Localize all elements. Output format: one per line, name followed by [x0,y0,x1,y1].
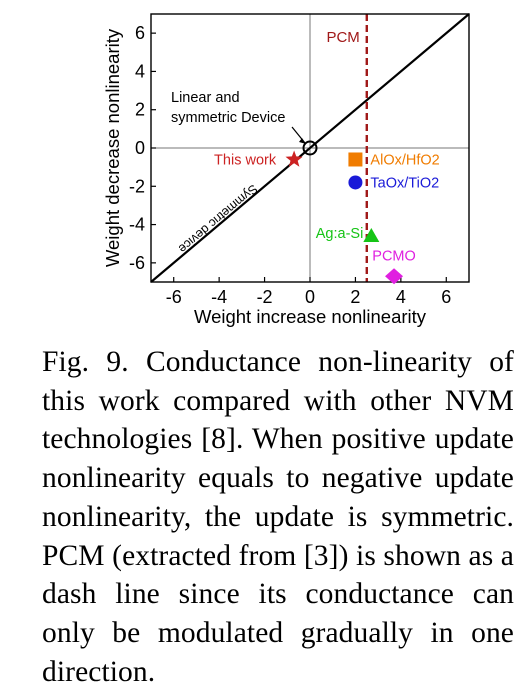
x-axis-label: Weight increase nonlinearity [194,306,427,327]
origin-label-line1: Linear and [171,90,240,106]
symmetric-line [150,13,470,283]
symmetric-device-label: Symmetric device [176,182,260,256]
point-taox-tio2-label: TaOx/TiO2 [370,175,439,191]
y-tick-label: 2 [135,100,145,120]
x-tick-label: -6 [166,287,182,307]
y-axis-label: Weight decrease nonlinearity [102,28,123,267]
y-tick-label: -4 [129,215,145,235]
y-tick-label: 4 [135,61,145,81]
nonlinearity-chart: PCM -6 -4 -2 0 2 4 6 -6 -4 -2 0 2 4 6 Weight increase n… [102,13,470,327]
origin-annotation-arrowhead [299,138,306,144]
pcm-label: PCM [326,29,359,46]
origin-label-line2: symmetric Device [171,110,285,126]
x-tick-label: -4 [211,287,227,307]
point-alox-hfo2-label: AlOx/HfO2 [370,152,439,168]
y-tick-label: 6 [135,23,145,43]
x-tick-label: 4 [396,287,406,307]
point-pcmo-label: PCMO [372,248,416,264]
origin-circle-marker [302,140,318,156]
y-tick-label: 0 [135,138,145,158]
x-tick-label: -2 [257,287,273,307]
point-ag-a-si-label: Ag:a-Si [316,226,364,242]
x-tick-label: 0 [305,287,315,307]
point-this-work-star-marker [285,150,303,167]
y-tick-label: -6 [129,253,145,273]
point-taox-tio2-circle-marker [348,175,363,190]
figure-caption: Fig. 9. Conductance non-linearity of thi… [42,346,514,688]
point-alox-hfo2-square-marker [348,152,363,167]
point-ag-a-si-triangle-marker [363,228,380,243]
x-tick-label: 6 [441,287,451,307]
x-tick-label: 2 [350,287,360,307]
y-tick-label: -2 [129,176,145,196]
point-this-work-label: This work [214,152,277,168]
point-pcmo-diamond-marker [385,268,404,285]
